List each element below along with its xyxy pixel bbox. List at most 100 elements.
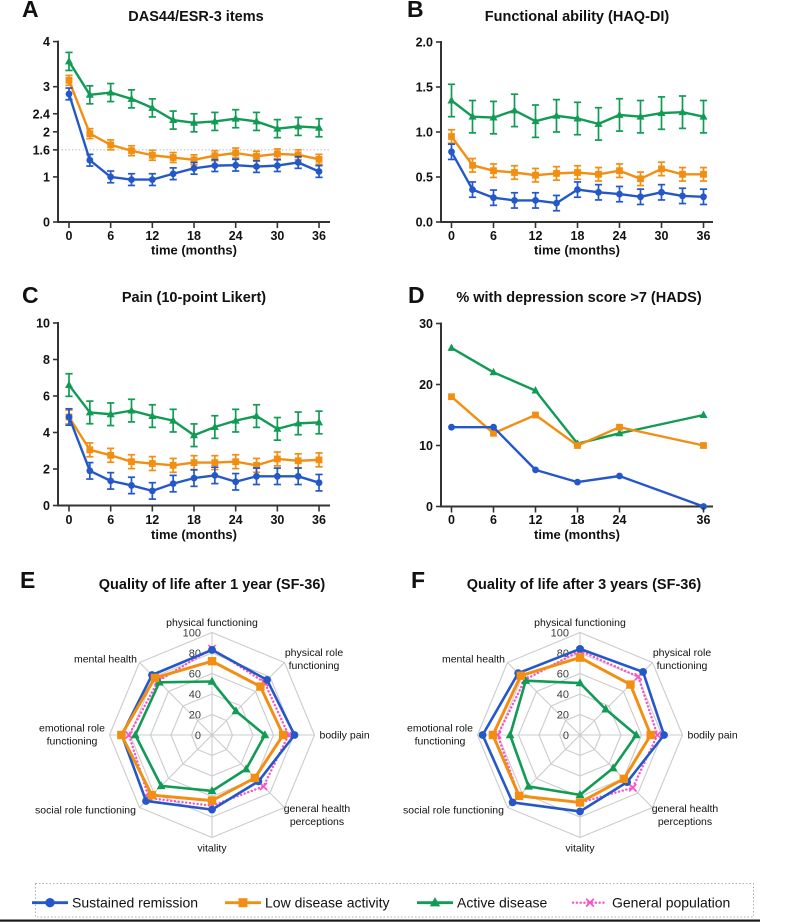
svg-text:Quality of life after 3 years: Quality of life after 3 years (SF-36)	[467, 577, 702, 593]
svg-text:general health: general health	[652, 803, 719, 815]
svg-text:mental health: mental health	[442, 654, 505, 666]
svg-text:24: 24	[613, 513, 627, 527]
svg-text:0: 0	[195, 730, 201, 742]
svg-text:Functional ability (HAQ-DI): Functional ability (HAQ-DI)	[485, 9, 670, 25]
svg-text:physical role: physical role	[653, 647, 712, 659]
svg-text:physical role: physical role	[285, 647, 344, 659]
svg-text:36: 36	[312, 229, 326, 243]
svg-text:social role functioning: social role functioning	[403, 805, 504, 817]
svg-text:30: 30	[419, 317, 433, 331]
svg-text:social role functioning: social role functioning	[35, 805, 136, 817]
svg-text:perceptions: perceptions	[658, 816, 712, 828]
svg-text:Low disease activity: Low disease activity	[265, 895, 390, 911]
svg-text:18: 18	[571, 229, 585, 243]
svg-text:3: 3	[43, 80, 50, 94]
svg-text:functioning: functioning	[415, 736, 466, 748]
svg-text:40: 40	[189, 689, 201, 701]
svg-text:% with depression score >7 (HA: % with depression score >7 (HADS)	[456, 290, 702, 306]
svg-text:1.0: 1.0	[416, 126, 433, 140]
svg-text:E: E	[20, 567, 35, 593]
svg-text:36: 36	[312, 513, 326, 527]
svg-text:20: 20	[557, 709, 569, 721]
svg-text:10: 10	[419, 439, 433, 453]
svg-text:4: 4	[43, 35, 50, 49]
svg-text:2.0: 2.0	[416, 36, 433, 50]
svg-text:C: C	[22, 282, 39, 308]
svg-text:functioning: functioning	[657, 660, 708, 672]
svg-text:0: 0	[448, 229, 455, 243]
svg-text:100: 100	[551, 627, 569, 639]
svg-text:functioning: functioning	[289, 660, 340, 672]
svg-text:perceptions: perceptions	[290, 816, 344, 828]
svg-text:physical functioning: physical functioning	[534, 617, 626, 629]
svg-text:Quality of life after 1 year (: Quality of life after 1 year (SF-36)	[99, 577, 326, 593]
svg-text:100: 100	[183, 627, 201, 639]
svg-text:18: 18	[187, 513, 201, 527]
svg-text:time (months): time (months)	[534, 527, 620, 542]
svg-text:functioning: functioning	[47, 736, 98, 748]
svg-text:8: 8	[43, 353, 50, 367]
svg-text:40: 40	[557, 689, 569, 701]
svg-text:6: 6	[107, 513, 114, 527]
svg-text:Active disease: Active disease	[457, 895, 547, 911]
svg-text:bodily pain: bodily pain	[320, 730, 370, 742]
svg-text:0.5: 0.5	[416, 171, 433, 185]
svg-text:18: 18	[187, 229, 201, 243]
svg-text:0: 0	[66, 513, 73, 527]
svg-text:10: 10	[36, 317, 50, 331]
svg-text:general health: general health	[284, 803, 351, 815]
svg-text:1.6: 1.6	[33, 143, 50, 157]
svg-text:12: 12	[145, 513, 159, 527]
svg-text:mental health: mental health	[74, 654, 137, 666]
svg-text:24: 24	[229, 513, 243, 527]
svg-text:20: 20	[189, 709, 201, 721]
svg-text:12: 12	[529, 513, 543, 527]
svg-text:2: 2	[43, 463, 50, 477]
svg-text:6: 6	[490, 513, 497, 527]
svg-text:30: 30	[270, 229, 284, 243]
svg-text:A: A	[22, 0, 39, 22]
svg-text:0: 0	[43, 216, 50, 230]
svg-text:0.0: 0.0	[416, 216, 433, 230]
svg-text:emotional role: emotional role	[39, 723, 105, 735]
svg-text:0: 0	[563, 730, 569, 742]
svg-text:time (months): time (months)	[151, 527, 237, 542]
svg-text:General population: General population	[612, 895, 730, 911]
svg-text:60: 60	[557, 668, 569, 680]
svg-text:24: 24	[229, 229, 243, 243]
svg-text:F: F	[411, 567, 425, 593]
svg-text:1: 1	[43, 170, 50, 184]
svg-text:36: 36	[697, 513, 711, 527]
svg-text:emotional role: emotional role	[407, 723, 473, 735]
svg-text:24: 24	[613, 229, 627, 243]
svg-text:6: 6	[107, 229, 114, 243]
svg-text:0: 0	[426, 500, 433, 514]
svg-text:physical functioning: physical functioning	[166, 617, 258, 629]
svg-text:36: 36	[697, 229, 711, 243]
svg-text:30: 30	[655, 229, 669, 243]
svg-text:0: 0	[43, 499, 50, 513]
svg-text:Sustained remission: Sustained remission	[72, 895, 198, 911]
svg-text:12: 12	[529, 229, 543, 243]
svg-text:1.5: 1.5	[416, 81, 433, 95]
svg-text:12: 12	[145, 229, 159, 243]
svg-text:Pain (10-point Likert): Pain (10-point Likert)	[122, 290, 266, 306]
svg-text:B: B	[407, 0, 424, 22]
svg-text:60: 60	[189, 668, 201, 680]
svg-text:2.4: 2.4	[33, 107, 50, 121]
svg-text:time (months): time (months)	[534, 243, 620, 258]
svg-text:0: 0	[448, 513, 455, 527]
svg-text:30: 30	[270, 513, 284, 527]
svg-text:2: 2	[43, 125, 50, 139]
svg-text:6: 6	[490, 229, 497, 243]
svg-text:bodily pain: bodily pain	[688, 730, 738, 742]
svg-text:6: 6	[43, 390, 50, 404]
svg-text:time (months): time (months)	[151, 243, 237, 258]
svg-text:0: 0	[66, 229, 73, 243]
svg-text:vitality: vitality	[565, 843, 595, 855]
svg-text:D: D	[408, 282, 425, 308]
svg-text:18: 18	[571, 513, 585, 527]
svg-text:DAS44/ESR-3 items: DAS44/ESR-3 items	[128, 9, 263, 25]
svg-text:vitality: vitality	[197, 843, 227, 855]
svg-text:20: 20	[419, 378, 433, 392]
